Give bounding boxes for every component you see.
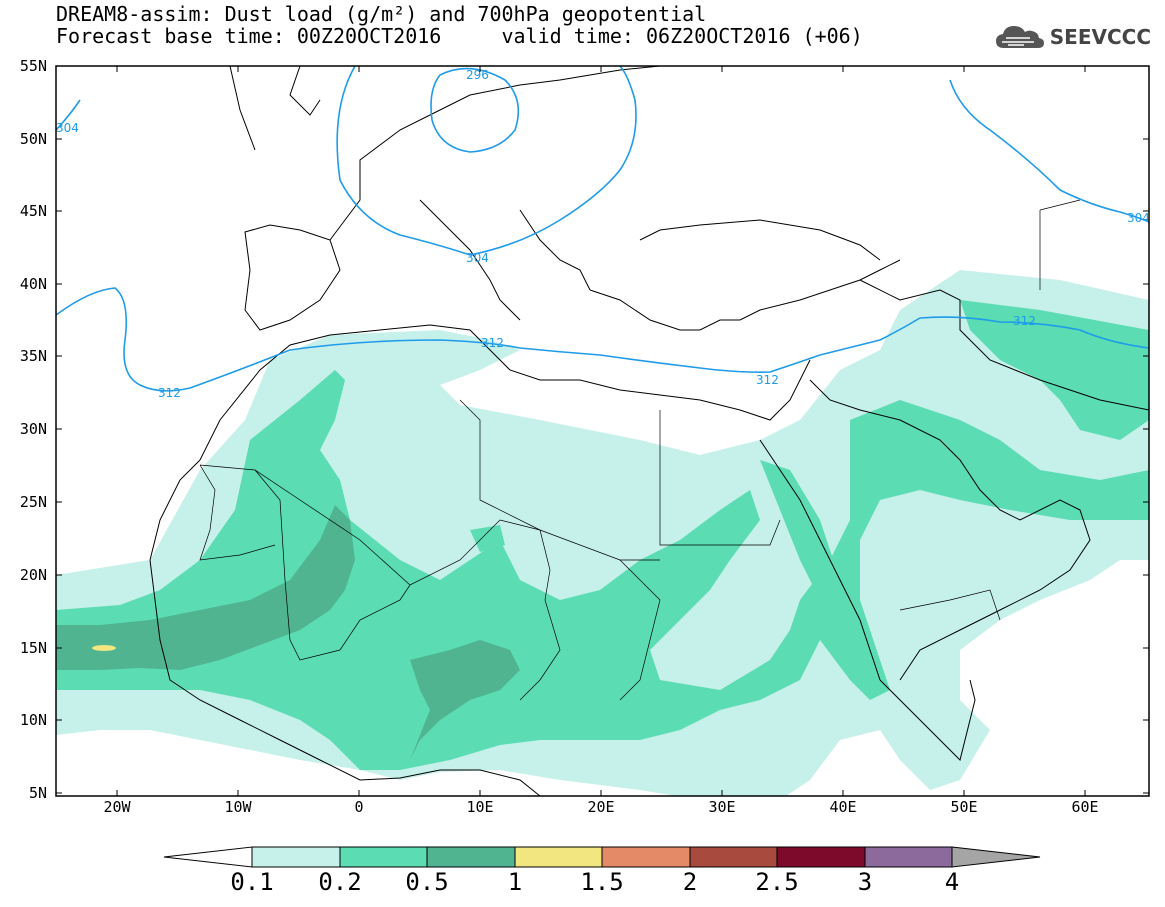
colorbar (163, 846, 1041, 868)
colorbar-swatch (864, 846, 953, 868)
lon-label: 50E (950, 798, 978, 816)
dust-level-0-2-area (56, 370, 1149, 770)
colorbar-label: 0.2 (318, 868, 362, 896)
dust-level-0-5-sahel (410, 640, 520, 760)
contour-label: 312 (756, 373, 779, 387)
dust-level-1-patch (92, 645, 116, 651)
contour-304-east (949, 79, 1149, 223)
lon-label: 40E (829, 798, 857, 816)
colorbar-label: 4 (944, 868, 960, 896)
lon-label: 10W (224, 798, 252, 816)
chart-title: DREAM8-assim: Dust load (g/m²) and 700hP… (56, 2, 707, 26)
colorbar-label: 3 (857, 868, 873, 896)
colorbar-swatch (514, 846, 603, 868)
contour-296 (430, 67, 520, 153)
colorbar-swatch (776, 846, 866, 868)
contour-304-center (336, 66, 637, 256)
lon-label: 60E (1071, 798, 1099, 816)
colorbar-label: 0.1 (230, 868, 274, 896)
contour-label: 312 (481, 336, 504, 350)
plot-frame (55, 65, 1150, 797)
lat-label: 25N (19, 493, 47, 511)
lon-label: 20W (103, 798, 131, 816)
lat-label: 5N (28, 784, 47, 802)
contour-label: 304 (56, 121, 79, 135)
colorbar-swatch (426, 846, 516, 868)
lat-label: 10N (19, 711, 47, 729)
colorbar-label: 1.5 (580, 868, 624, 896)
colorbar-label: 2.5 (755, 868, 799, 896)
contour-312 (56, 287, 1149, 392)
lon-label: 10E (466, 798, 494, 816)
dust-level-0-2-nile (760, 460, 850, 640)
lat-label: 45N (19, 202, 47, 220)
contour-label: 312 (158, 386, 181, 400)
lon-label: 20E (587, 798, 615, 816)
colorbar-label: 1 (507, 868, 523, 896)
axis-ticks (56, 65, 1149, 796)
colorbar-label: 2 (682, 868, 698, 896)
lon-label: 30E (708, 798, 736, 816)
lat-label: 40N (19, 275, 47, 293)
dust-level-0-2-arabia (960, 300, 1149, 440)
cloud-logo-icon (995, 26, 1044, 48)
contour-label: 312 (1013, 314, 1036, 328)
colorbar-left-arrow (163, 846, 253, 868)
geopotential-contours (56, 66, 1149, 392)
lat-label: 15N (19, 639, 47, 657)
coastlines (149, 66, 1149, 796)
colorbar-label: 0.5 (405, 868, 449, 896)
lat-label: 20N (19, 566, 47, 584)
contour-label: 304 (466, 251, 489, 265)
colorbar-swatch (251, 846, 341, 868)
colorbar-swatch (601, 846, 691, 868)
borders (199, 199, 1081, 701)
dust-field (56, 270, 1149, 796)
chart-subtitle: Forecast base time: 00Z20OCT2016 valid t… (56, 24, 863, 48)
contour-304-west (56, 99, 81, 131)
colorbar-swatch (689, 846, 778, 868)
dust-level-0-5-area (56, 505, 355, 670)
contour-label-group: 296 304 304 304 312 312 312 312 (56, 68, 1150, 400)
brand-logo: SEEVCCC (994, 22, 1151, 52)
brand-name: SEEVCCC (1049, 25, 1151, 49)
colorbar-swatch (339, 846, 428, 868)
dust-level-0-2-patch (470, 525, 505, 552)
lat-label: 55N (19, 57, 47, 75)
lat-label: 50N (19, 130, 47, 148)
lat-label: 30N (19, 420, 47, 438)
lat-label: 35N (19, 347, 47, 365)
lon-label: 0 (354, 798, 364, 816)
contour-label: 296 (466, 68, 489, 82)
contour-label: 304 (1127, 211, 1150, 225)
colorbar-right-arrow (951, 846, 1041, 868)
